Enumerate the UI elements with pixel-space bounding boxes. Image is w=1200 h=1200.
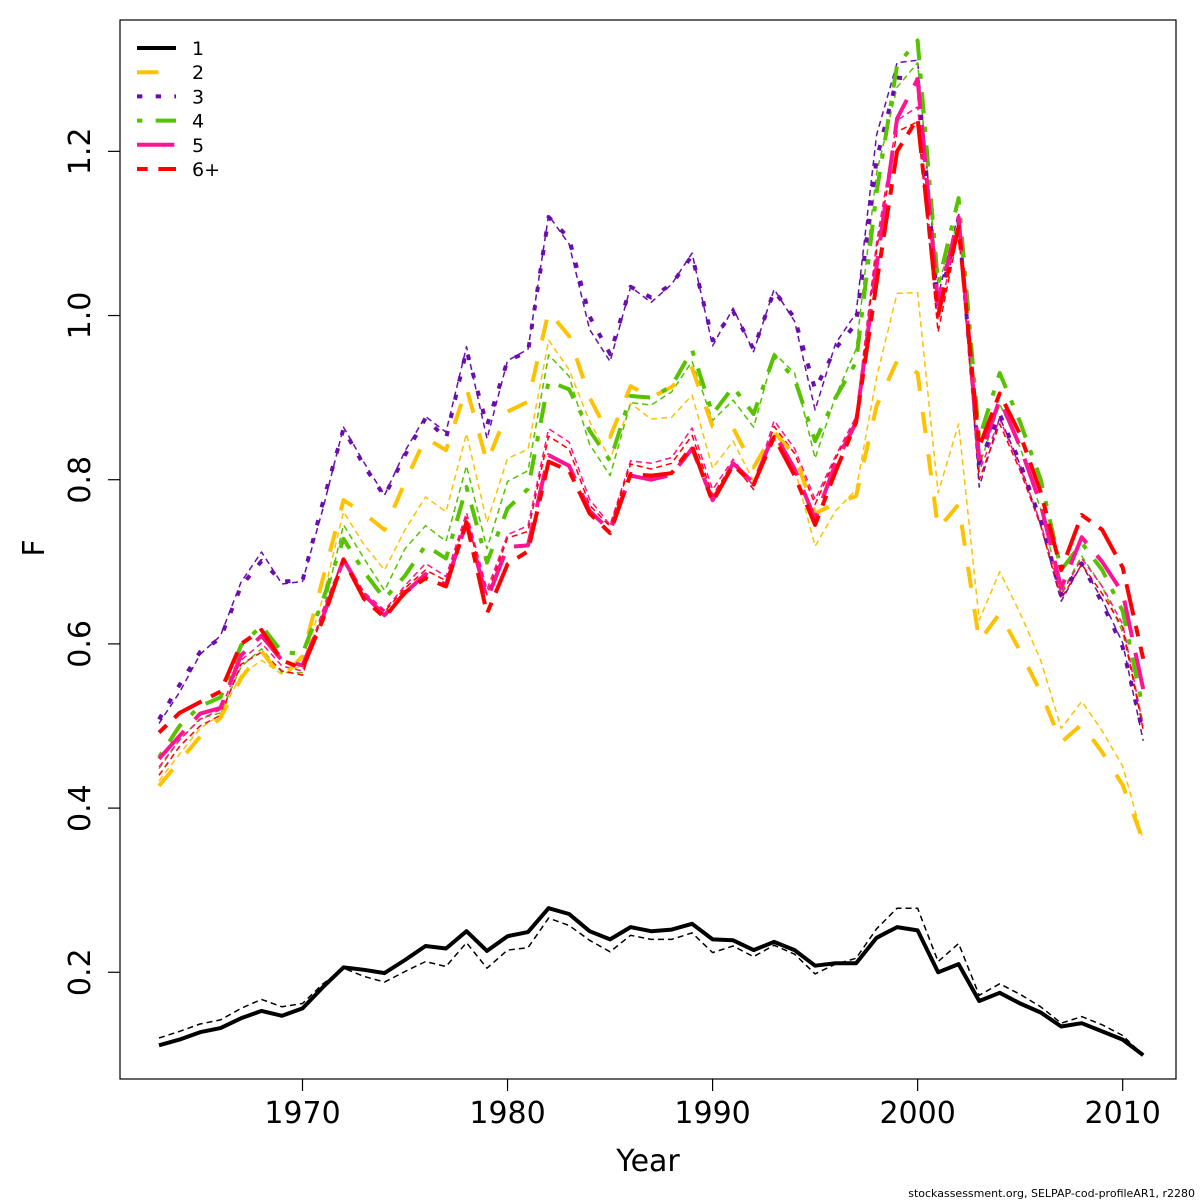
series-1-alt-line (158, 907, 1144, 1056)
series-6+-alt-line (158, 121, 1144, 776)
y-tick-label-1.0: 1.0 (63, 292, 98, 340)
x-tick-label-1980: 1980 (469, 1096, 545, 1131)
series-1-line (158, 906, 1145, 1057)
y-tick-label-1.2: 1.2 (63, 127, 98, 175)
y-tick-label-0.2: 0.2 (63, 948, 98, 996)
x-tick-label-2000: 2000 (879, 1096, 955, 1131)
x-tick-label-1970: 1970 (264, 1096, 340, 1131)
legend-label-1: 1 (192, 38, 204, 60)
series-2-line (157, 309, 1146, 842)
legend-label-6+: 6+ (192, 159, 220, 181)
source-footer: stockassessment.org, SELPAP-cod-profileA… (908, 1187, 1195, 1200)
y-axis: 0.2 0.4 0.6 0.8 1.0 1.2 (63, 127, 120, 996)
x-axis: 1970 1980 1990 2000 2010 (264, 1079, 1161, 1131)
legend-label-3: 3 (192, 86, 204, 108)
series-2-alt-line (158, 291, 1144, 841)
legend-label-5: 5 (192, 135, 204, 157)
x-axis-title: Year (615, 1144, 680, 1179)
series-6+-line (157, 116, 1146, 735)
legend: 123 456+ (137, 38, 220, 181)
y-axis-title: F (17, 539, 52, 556)
x-tick-label-1990: 1990 (674, 1096, 750, 1131)
y-tick-label-0.8: 0.8 (63, 456, 98, 504)
plot-area (119, 19, 1177, 1080)
legend-label-4: 4 (192, 111, 204, 133)
y-tick-label-0.4: 0.4 (63, 784, 98, 832)
series-3-alt-line (158, 59, 1144, 741)
y-tick-label-0.6: 0.6 (63, 620, 98, 668)
series-3-line (157, 75, 1146, 735)
x-tick-label-2010: 2010 (1085, 1096, 1161, 1131)
series-5-alt-line (158, 106, 1144, 768)
legend-label-2: 2 (192, 62, 204, 84)
series-layer (157, 38, 1146, 1057)
